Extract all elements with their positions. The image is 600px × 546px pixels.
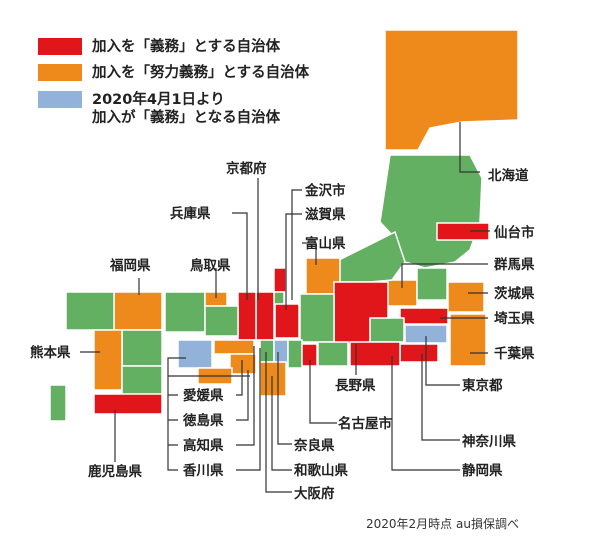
label-kumamoto: 熊本県 (30, 344, 71, 361)
label-nagoya: 名古屋市 (338, 415, 392, 432)
region-ibaraki (447, 281, 485, 313)
label-nagano: 長野県 (335, 378, 376, 394)
label-nara: 奈良県 (293, 437, 335, 454)
legend-label-mandatory: 加入を「義務」とする自治体 (92, 39, 281, 55)
region-ishikawa (273, 267, 287, 293)
region-shiga (274, 303, 300, 339)
label-fukuoka: 福岡県 (109, 257, 151, 274)
legend-item-upcoming: 2020年4月1日より 加入が「義務」となる自治体 (38, 91, 280, 127)
region-yamanashi (369, 317, 405, 343)
label-kagawa: 香川県 (182, 462, 224, 479)
label-kanagawa: 神奈川県 (462, 433, 516, 450)
label-ehime: 愛媛県 (183, 387, 224, 404)
label-sendai: 仙台市 (494, 224, 535, 241)
label-hyogo: 兵庫県 (170, 205, 211, 222)
label-gunma: 群馬県 (493, 256, 535, 273)
region-niigata (334, 230, 406, 283)
region-kagoshima (93, 393, 163, 415)
label-wakayama: 和歌山県 (294, 462, 348, 479)
region-hokkaido (384, 29, 519, 151)
region-kanagawa (399, 343, 439, 363)
region-wakayama (259, 361, 287, 397)
region-chiba (449, 313, 487, 367)
legend-swatch-effort (38, 64, 82, 81)
label-tottori: 鳥取県 (190, 257, 231, 274)
legend-item-mandatory: 加入を「義務」とする自治体 (38, 38, 280, 56)
region-saitama (399, 307, 449, 325)
legend-label-effort: 加入を「努力義務」とする自治体 (92, 65, 310, 81)
label-ibaraki: 茨城県 (494, 285, 535, 302)
label-kanazawa: 金沢市 (304, 182, 346, 199)
legend-swatch-upcoming (38, 91, 82, 108)
region-tochigi (416, 267, 448, 301)
region-nara (273, 339, 289, 365)
label-kochi: 高知県 (183, 437, 224, 454)
region-saga (65, 291, 115, 331)
region-miyazaki (121, 365, 163, 397)
region-shizuoka (349, 341, 401, 367)
region-osaka (259, 339, 275, 363)
region-kagawa (213, 339, 255, 355)
region-ehime (177, 339, 213, 369)
region-tokushima (229, 353, 257, 375)
label-saitama: 埼玉県 (494, 310, 535, 327)
label-shizuoka: 静岡県 (462, 462, 503, 479)
legend-swatch-mandatory (38, 38, 82, 55)
region-kyoto (255, 291, 275, 341)
region-oita (121, 329, 163, 367)
region-mie (287, 339, 303, 369)
label-chiba: 千葉県 (494, 345, 535, 362)
region-kumamoto (93, 329, 123, 391)
source-credit: 2020年2月時点 au損保調べ (366, 516, 519, 531)
region-islands (49, 384, 67, 422)
label-kagoshima: 鹿児島県 (87, 463, 142, 480)
region-gunma (384, 279, 418, 307)
label-toyama: 富山県 (305, 235, 346, 252)
region-fukuoka (113, 291, 163, 331)
region-shimane (164, 291, 206, 333)
label-shiga: 滋賀県 (305, 206, 346, 223)
label-kyoto: 京都府 (226, 160, 267, 177)
legend-label-upcoming: 2020年4月1日より 加入が「義務」となる自治体 (92, 92, 281, 126)
region-nagoya (300, 343, 318, 367)
region-gifu (299, 293, 335, 343)
leader-lines (80, 122, 490, 493)
region-okayama (204, 305, 239, 337)
region-aichi (317, 341, 349, 367)
label-tokushima: 徳島県 (182, 412, 224, 429)
label-osaka: 大阪府 (294, 485, 335, 502)
legend-item-effort: 加入を「努力義務」とする自治体 (38, 64, 309, 82)
label-hokkaido: 北海道 (488, 167, 529, 184)
label-tokyo: 東京都 (462, 377, 503, 394)
